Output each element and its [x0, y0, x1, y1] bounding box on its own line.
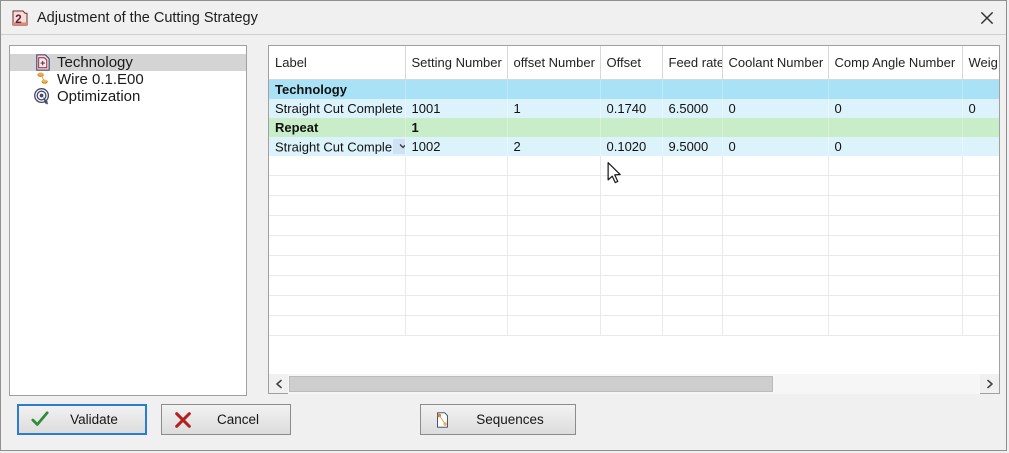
svg-text:2: 2 [15, 14, 21, 26]
